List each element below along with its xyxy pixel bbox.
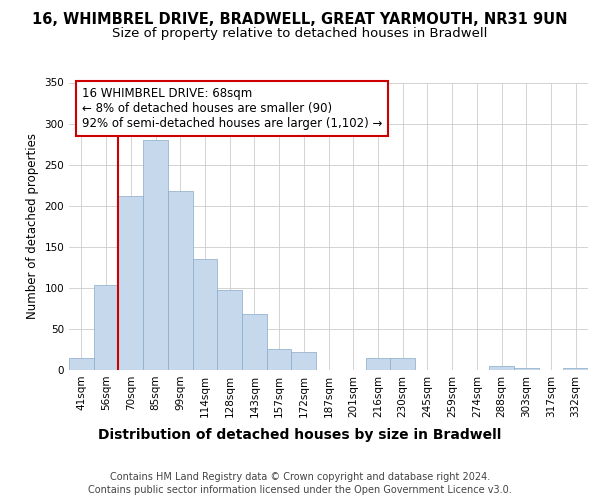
Bar	[193, 259, 217, 370]
Text: Size of property relative to detached houses in Bradwell: Size of property relative to detached ho…	[112, 28, 488, 40]
Bar	[94, 286, 118, 370]
Bar	[217, 290, 242, 370]
Bar	[168, 191, 193, 370]
Bar	[267, 350, 292, 370]
Bar	[489, 366, 514, 370]
Bar	[563, 368, 588, 370]
Text: 16 WHIMBREL DRIVE: 68sqm
← 8% of detached houses are smaller (90)
92% of semi-de: 16 WHIMBREL DRIVE: 68sqm ← 8% of detache…	[82, 87, 382, 130]
Y-axis label: Number of detached properties: Number of detached properties	[26, 133, 39, 320]
Text: Contains public sector information licensed under the Open Government Licence v3: Contains public sector information licen…	[88, 485, 512, 495]
Bar	[143, 140, 168, 370]
Bar	[118, 196, 143, 370]
Bar	[242, 314, 267, 370]
Text: 16, WHIMBREL DRIVE, BRADWELL, GREAT YARMOUTH, NR31 9UN: 16, WHIMBREL DRIVE, BRADWELL, GREAT YARM…	[32, 12, 568, 28]
Text: Distribution of detached houses by size in Bradwell: Distribution of detached houses by size …	[98, 428, 502, 442]
Bar	[514, 368, 539, 370]
Bar	[390, 358, 415, 370]
Text: Contains HM Land Registry data © Crown copyright and database right 2024.: Contains HM Land Registry data © Crown c…	[110, 472, 490, 482]
Bar	[365, 358, 390, 370]
Bar	[292, 352, 316, 370]
Bar	[69, 358, 94, 370]
